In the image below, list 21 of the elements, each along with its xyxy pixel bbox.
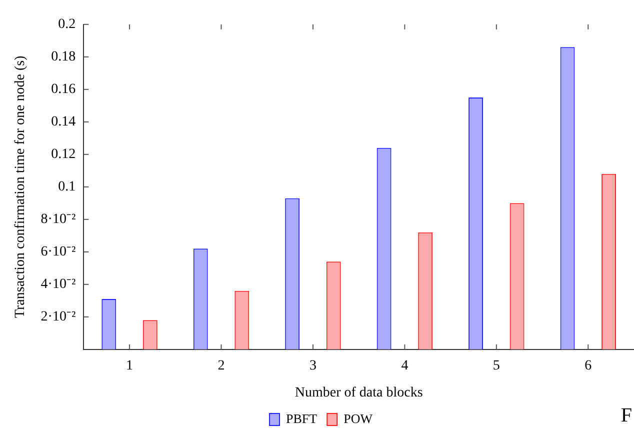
y-tick-label: 0.12 [51,147,76,162]
legend-label: POW [344,410,374,426]
x-tick-label: 6 [584,358,592,374]
x-tick-label: 5 [492,358,500,374]
y-tick-label: 0.18 [51,50,76,65]
x-tick-label: 4 [401,358,408,374]
x-tick-label: 1 [126,358,134,374]
y-tick-label: 4·10⁻² [40,277,76,292]
x-axis-title: Number of data blocks [294,385,423,400]
y-tick-label: 0.14 [51,114,76,130]
y-tick-label: 6·10⁻² [40,244,76,260]
y-tick-label: 0.16 [51,82,76,98]
y-tick-label: 8·10⁻² [40,212,76,228]
x-tick-label: 3 [309,358,316,374]
y-tick-label: 0.1 [58,180,76,195]
y-tick-label: 2·10⁻² [40,310,76,325]
y-tick-label: 0.2 [58,17,76,32]
legend-label: PBFT [286,410,318,426]
text: F [620,404,632,426]
x-tick-label: 2 [218,358,225,374]
y-axis-title: Transaction confirmation time for one node (s) [13,55,28,318]
